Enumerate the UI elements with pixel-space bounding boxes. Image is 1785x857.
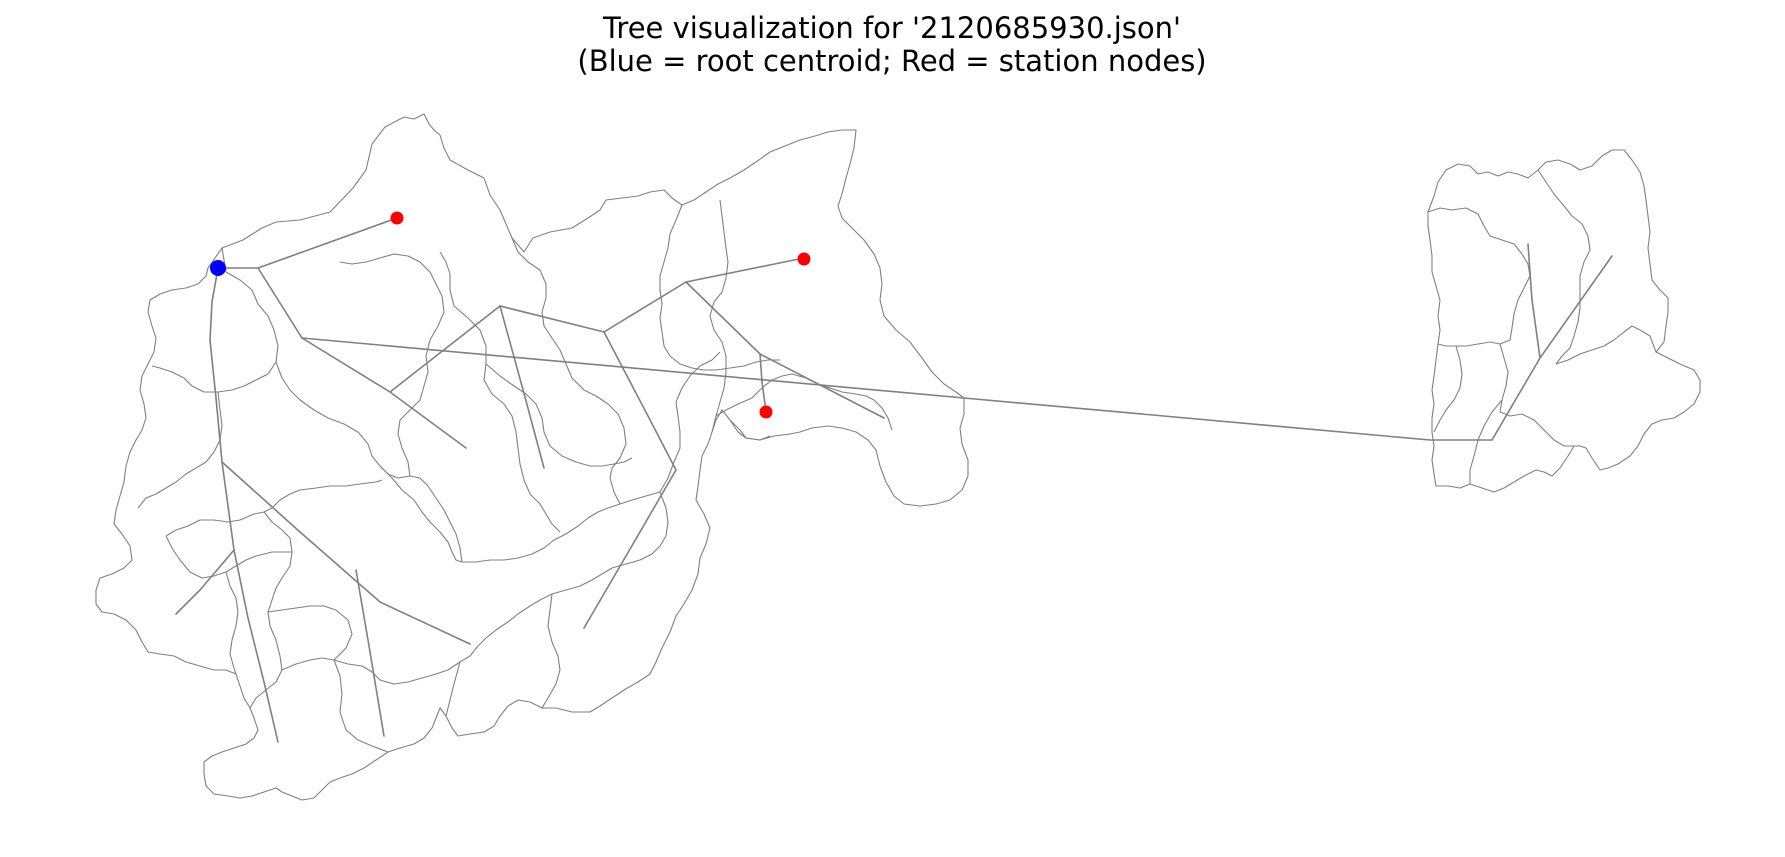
basin-divide-east-f (1469, 399, 1503, 484)
figure-title-line-1: Tree visualization for '2120685930.json' (602, 11, 1181, 45)
station-node-south (759, 405, 773, 419)
basin-divide-j (281, 657, 389, 753)
edge-branch-south-central (355, 569, 385, 737)
basin-outline-east-perimeter (1427, 149, 1701, 493)
basin-divide-v (445, 661, 461, 717)
edge-east-basin-to-northeast (1491, 255, 1613, 441)
edge-east-to-station-junction (603, 281, 687, 333)
figure-title-line-2: (Blue = root centroid; Red = station nod… (577, 44, 1206, 78)
edge-junction-to-east-station (685, 257, 805, 283)
basin-divide-t (551, 491, 669, 595)
edge-junction-southeast (685, 281, 885, 419)
basin-divide-w (729, 419, 771, 441)
basin-divide-i (333, 593, 553, 685)
basin-outlines-west (95, 113, 969, 801)
basin-divide-o (485, 363, 633, 467)
edge-junction-to-hub (257, 267, 303, 339)
basin-divide-east-b (1537, 169, 1591, 365)
edge-east-basin-north (1527, 243, 1541, 359)
edge-to-south-station (759, 353, 767, 413)
edge-branch-southeast (221, 461, 471, 645)
basin-divide-e (165, 479, 383, 537)
basin-divide-a (151, 247, 279, 393)
basin-divide-n (511, 237, 627, 505)
basin-divide-d (249, 511, 293, 709)
basin-divide-q (709, 199, 729, 433)
tree-edges (175, 217, 1613, 743)
edge-hub-to-east-basin (301, 337, 1493, 441)
station-node-east (797, 252, 811, 266)
edge-root-south (209, 267, 279, 743)
basin-divide-h (379, 465, 661, 563)
tree-nodes (210, 211, 811, 419)
edge-east-south-branch (583, 331, 677, 629)
basin-divide-east-c (1555, 325, 1657, 365)
basin-divide-c (137, 391, 223, 509)
basin-divide-l (339, 253, 445, 477)
basin-divide-g (225, 571, 239, 675)
edge-north-to-east (499, 305, 605, 333)
basin-divide-p (659, 204, 780, 371)
edge-north-to-south (499, 305, 545, 469)
basin-divide-b (275, 361, 463, 563)
basin-divide-r (715, 373, 893, 431)
edge-center-to-north (389, 305, 501, 393)
root-centroid-node (210, 260, 226, 276)
basin-divide-east-a (1427, 207, 1531, 347)
basin-outline-west-perimeter (95, 113, 969, 801)
basin-divide-m (439, 251, 561, 533)
basin-divide-east-d (1433, 345, 1463, 433)
station-node-north (390, 211, 404, 225)
basin-divide-f (165, 535, 292, 579)
basin-divide-k (267, 605, 353, 661)
basin-divide-east-e (1499, 343, 1574, 447)
edge-branch-southwest (175, 549, 235, 615)
basin-divide-u (541, 593, 561, 709)
edge-hub-to-center (301, 337, 467, 449)
edge-junction-to-north-station (257, 217, 398, 269)
